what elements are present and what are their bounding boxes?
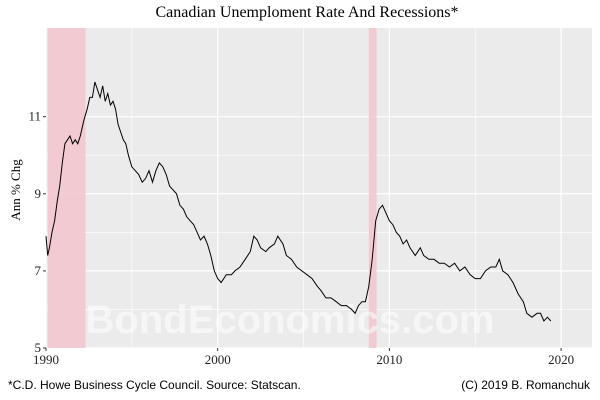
y-tick-label: 9 xyxy=(35,186,42,201)
x-tick-label: 2010 xyxy=(376,352,402,367)
x-axis-ticks: 1990 2000 2010 2020 xyxy=(33,348,574,367)
x-tick-label: 1990 xyxy=(33,352,59,367)
y-tick-label: 11 xyxy=(28,109,41,124)
caption-source: *C.D. Howe Business Cycle Council. Sourc… xyxy=(8,378,301,392)
x-tick-label: 2020 xyxy=(548,352,574,367)
recession-band xyxy=(47,28,86,348)
y-axis-label: Ann % Chg xyxy=(8,159,23,221)
y-tick-label: 7 xyxy=(35,263,42,278)
grid xyxy=(45,28,592,349)
plot-panel xyxy=(46,28,592,348)
recession-shading xyxy=(47,28,377,348)
watermark: BondEconomics.com xyxy=(86,298,495,342)
recession-band xyxy=(368,28,377,348)
chart-title: Canadian Unemploment Rate And Recessions… xyxy=(155,4,458,21)
x-tick-label: 2000 xyxy=(205,352,231,367)
series-line xyxy=(45,81,552,322)
caption-copyright: (C) 2019 B. Romanchuk xyxy=(461,378,591,392)
y-tick-label: 5 xyxy=(35,340,42,355)
y-axis-ticks: 5 7 9 11 xyxy=(28,109,46,355)
